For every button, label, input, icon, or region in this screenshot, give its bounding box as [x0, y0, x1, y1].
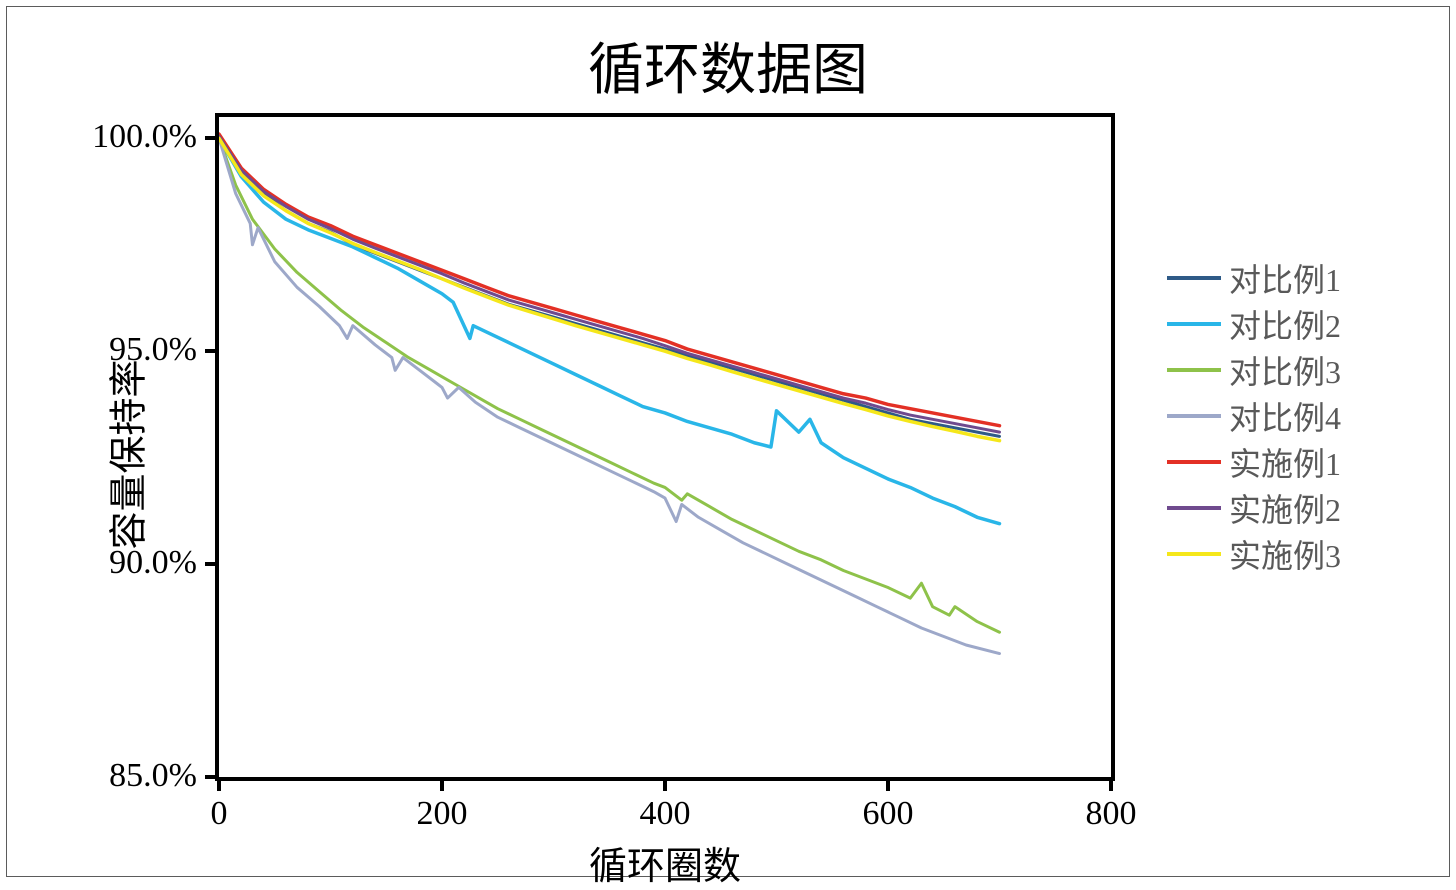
chart-frame: 循环数据图 容量保持率 循环圈数 85.0%90.0%95.0%100.0%02… — [6, 6, 1450, 877]
legend-label: 实施例3 — [1229, 531, 1341, 577]
x-tick-label: 400 — [625, 795, 705, 833]
y-tick-label: 90.0% — [75, 544, 197, 582]
x-tick-label: 600 — [848, 795, 928, 833]
chart-title: 循环数据图 — [7, 25, 1449, 106]
legend-label: 对比例1 — [1229, 255, 1341, 301]
legend-label: 对比例2 — [1229, 301, 1341, 347]
legend-swatch — [1167, 552, 1221, 556]
legend-item-4: 实施例1 — [1167, 439, 1341, 485]
plot-area — [215, 113, 1115, 781]
y-tick-mark — [205, 562, 215, 566]
legend-label: 实施例1 — [1229, 439, 1341, 485]
legend: 对比例1对比例2对比例3对比例4实施例1实施例2实施例3 — [1167, 255, 1341, 577]
legend-item-3: 对比例4 — [1167, 393, 1341, 439]
y-axis-label: 容量保持率 — [98, 345, 153, 565]
legend-item-5: 实施例2 — [1167, 485, 1341, 531]
legend-swatch — [1167, 460, 1221, 464]
legend-swatch — [1167, 414, 1221, 418]
series-line-6 — [219, 138, 1000, 440]
x-tick-label: 0 — [179, 795, 259, 833]
y-tick-mark — [205, 136, 215, 140]
y-tick-mark — [205, 775, 215, 779]
plot-svg — [219, 117, 1111, 777]
legend-swatch — [1167, 368, 1221, 372]
x-tick-mark — [886, 781, 890, 791]
y-tick-mark — [205, 349, 215, 353]
legend-swatch — [1167, 506, 1221, 510]
y-tick-label: 95.0% — [75, 331, 197, 369]
x-tick-mark — [1109, 781, 1113, 791]
legend-item-2: 对比例3 — [1167, 347, 1341, 393]
x-tick-label: 200 — [402, 795, 482, 833]
legend-swatch — [1167, 322, 1221, 326]
legend-item-6: 实施例3 — [1167, 531, 1341, 577]
legend-swatch — [1167, 276, 1221, 280]
legend-item-1: 对比例2 — [1167, 301, 1341, 347]
series-line-3 — [219, 138, 1000, 653]
x-tick-label: 800 — [1071, 795, 1151, 833]
x-tick-mark — [440, 781, 444, 791]
x-tick-mark — [217, 781, 221, 791]
series-line-1 — [219, 138, 1000, 523]
series-line-2 — [219, 138, 1000, 632]
legend-label: 对比例4 — [1229, 393, 1341, 439]
x-tick-mark — [663, 781, 667, 791]
series-line-5 — [219, 136, 1000, 432]
legend-label: 对比例3 — [1229, 347, 1341, 393]
x-axis-label: 循环圈数 — [215, 835, 1115, 890]
series-line-4 — [219, 134, 1000, 426]
legend-item-0: 对比例1 — [1167, 255, 1341, 301]
y-tick-label: 85.0% — [75, 757, 197, 795]
y-tick-label: 100.0% — [75, 118, 197, 156]
legend-label: 实施例2 — [1229, 485, 1341, 531]
